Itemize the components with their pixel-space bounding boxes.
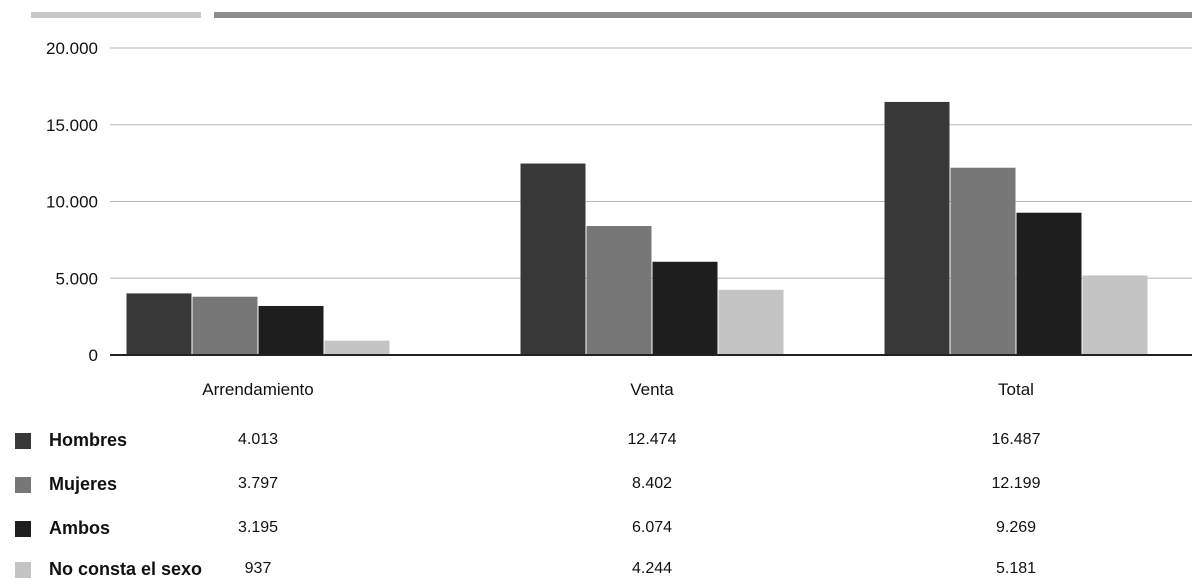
legend-swatch [15, 521, 31, 537]
data-label: 3.797 [237, 475, 279, 492]
legend-row: No consta el sexo 937 4.244 5.181 [0, 558, 1192, 580]
data-label: 12.199 [991, 475, 1041, 492]
data-label: 9.269 [995, 519, 1037, 536]
top-accent-bar-left [31, 12, 201, 18]
bar-ambos-total [1016, 212, 1082, 355]
data-label: 12.474 [627, 431, 677, 448]
bar-ambos-venta [652, 261, 718, 355]
x-axis-ticks: Arrendamiento Venta Total [202, 380, 1034, 399]
bar-ambos-arrendamiento [258, 305, 324, 355]
legend-swatch [15, 562, 31, 578]
data-label: 937 [244, 560, 272, 577]
bar-mujeres-total [950, 167, 1016, 355]
legend-series-name: Mujeres [49, 474, 118, 494]
top-accent-bar-right [214, 12, 1192, 18]
legend-series-name: Hombres [49, 430, 128, 450]
y-tick-label: 20.000 [46, 39, 98, 58]
y-tick-label: 0 [89, 346, 98, 365]
bar-hombres-venta [520, 163, 586, 355]
y-tick-label: 15.000 [46, 116, 98, 135]
bar-mujeres-venta [586, 226, 652, 355]
legend-series-name: Ambos [49, 518, 111, 538]
legend-row: Mujeres 3.797 8.402 12.199 [0, 473, 1192, 495]
legend-series-name: No consta el sexo [49, 559, 203, 579]
bar-hombres-arrendamiento [126, 293, 192, 355]
data-label: 6.074 [631, 519, 673, 536]
y-axis-ticks: 0 5.000 10.000 15.000 20.000 [46, 39, 98, 365]
x-tick-label: Total [998, 380, 1034, 399]
bar-chart: 0 5.000 10.000 15.000 20.000 Arrendamiento Ve… [46, 39, 1192, 399]
bars [126, 101, 1148, 355]
data-label: 5.181 [995, 560, 1037, 577]
data-label: 8.402 [631, 475, 673, 492]
x-tick-label: Arrendamiento [202, 380, 314, 399]
legend-row: Ambos 3.195 6.074 9.269 [0, 517, 1192, 539]
bar-hombres-total [884, 101, 950, 355]
bar-no-consta-el-sexo-arrendamiento [324, 340, 390, 355]
bar-no-consta-el-sexo-venta [718, 289, 784, 355]
legend-data-table: Hombres 4.013 12.474 16.487 Mujeres 3.797 8.40… [0, 420, 1192, 579]
bar-no-consta-el-sexo-total [1082, 275, 1148, 355]
legend-swatch [15, 433, 31, 449]
y-tick-label: 10.000 [46, 193, 98, 212]
bar-mujeres-arrendamiento [192, 296, 258, 355]
legend-swatch [15, 477, 31, 493]
legend-row: Hombres 4.013 12.474 16.487 [0, 429, 1192, 451]
data-label: 4.244 [631, 560, 673, 577]
data-label: 4.013 [237, 431, 279, 448]
data-label: 3.195 [237, 519, 279, 536]
x-tick-label: Venta [630, 380, 674, 399]
y-tick-label: 5.000 [55, 269, 98, 288]
data-label: 16.487 [991, 431, 1041, 448]
